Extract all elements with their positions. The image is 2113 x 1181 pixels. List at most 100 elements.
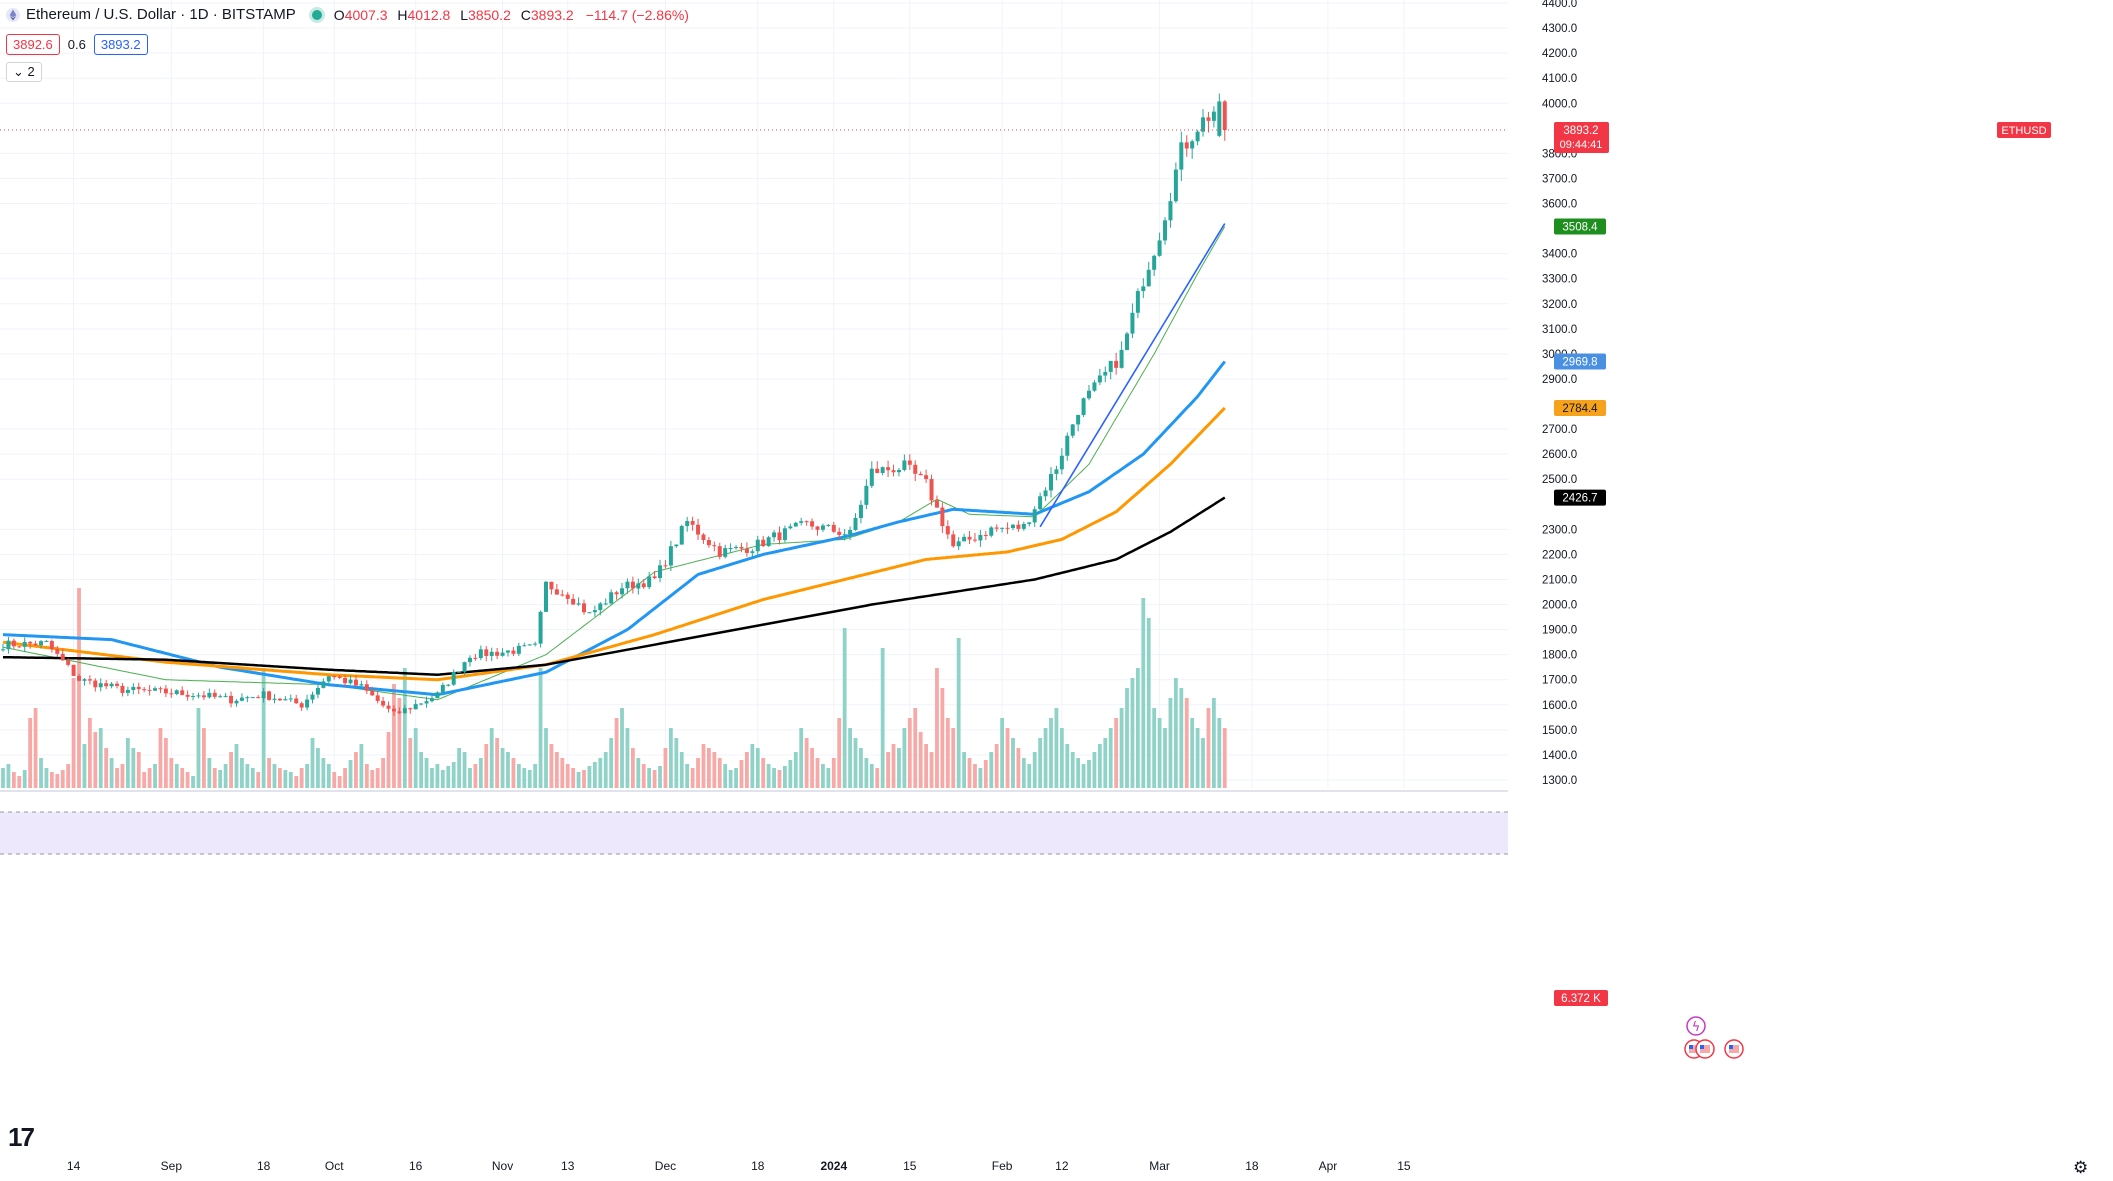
time-tick-label: Nov [492,1159,513,1173]
sell-button[interactable]: 3892.6 [6,34,60,55]
volume-bar [1211,698,1216,788]
volume-bar [783,766,787,788]
candle-body [538,611,543,644]
candle-body [962,536,967,542]
candle-body [1065,435,1070,456]
time-tick-label: Sep [161,1159,183,1173]
candle-body [1184,142,1189,149]
candle-body [880,467,885,473]
volume-bar [207,758,212,788]
candle-body [332,676,337,678]
price-tick-label: 2900.0 [1542,374,1577,386]
candle-body [560,594,565,596]
candle-body [907,460,912,465]
candle-body [940,507,945,527]
candle-body [1070,424,1075,436]
time-tick-label: 13 [561,1159,575,1173]
time-tick-label: 14 [67,1159,81,1173]
candle-body [967,536,972,540]
volume-bar [1103,738,1108,788]
volume-bar [1168,698,1173,788]
price-tick-label: 3600.0 [1542,199,1577,211]
volume-bar [1222,728,1227,788]
volume-bar [761,758,766,788]
volume-bar [1054,708,1059,788]
volume-bar [533,764,538,788]
candle-body [690,521,695,525]
volume-bar [598,758,603,788]
indicators-collapse-button[interactable]: ⌄ 2 [6,62,42,82]
candle-body [1027,522,1032,524]
settings-gear-icon[interactable]: ⚙ [2073,1158,2089,1177]
volume-bar [560,758,565,788]
candle-body [875,468,880,473]
price-axis[interactable]: 4400.04300.04200.04100.04000.03800.03700… [1508,0,2113,1181]
candle-body [467,657,472,663]
volume-bar [793,752,798,788]
volume-bar [1027,764,1032,788]
volume-bar [701,744,706,788]
candle-body [533,643,538,645]
volume-bar [1195,728,1200,788]
tradingview-logo-icon[interactable]: 17 [8,1122,35,1152]
time-tick-label: Oct [325,1159,344,1173]
time-axis[interactable]: 14 Sep 18 Oct 16 Nov 13 Dec 18 2024 15 Feb 12 Mar 18 Ap… [0,1158,1508,1181]
us-economic-event-icon[interactable] [1724,1039,1744,1059]
volume-bar [125,738,130,788]
time-tick-label: 15 [903,1159,917,1173]
indicator-lines [2,223,1226,701]
volume-bar [484,744,489,788]
candle-body [397,711,402,714]
volume-bar [625,728,630,788]
volume-bar [299,768,304,788]
candle-body [1222,101,1227,131]
candle-body [886,467,891,471]
flag-stripes [1689,1045,1699,1053]
volume-bar [202,728,206,788]
candle-body [136,686,141,690]
buy-button[interactable]: 3893.2 [93,34,148,55]
candle-body [777,532,782,541]
volume-bar [430,768,434,788]
volume-bar [1,768,5,788]
candle-body [185,694,190,697]
volume-bar [234,744,239,788]
volume-bar [967,758,972,788]
lightning-split-icon[interactable]: ϟ [1686,1016,1706,1036]
candle-body [668,546,673,566]
volume-bar [544,728,548,788]
volume-bar [288,772,293,788]
candle-body [60,653,65,661]
candle-body [218,696,223,698]
event-icons[interactable]: ϟ [1684,1016,1744,1059]
volume-bar [28,718,33,788]
symbol-title[interactable]: Ethereum / U.S. Dollar · 1D · BITSTAMP [26,6,296,23]
volume-bar [1065,744,1070,788]
candle-body [288,698,293,700]
volume-bar [609,738,614,788]
candle-body [793,522,798,527]
candle-body [174,690,179,695]
volume-bar [945,718,950,788]
candle-body [929,479,934,501]
candle-body [375,695,380,701]
market-open-status-icon[interactable] [311,9,322,20]
candle-body [896,469,901,473]
volume-bar [473,764,478,788]
candle-body [435,692,440,699]
candle-body [337,676,342,678]
price-tick-label: 3100.0 [1542,324,1577,336]
volume-bar [283,770,288,788]
us-economic-event-icon[interactable] [1695,1039,1715,1059]
candle-body [641,583,646,588]
candle-body [945,526,950,535]
candle-body [636,583,641,589]
volume-bar [1114,718,1119,788]
candle-body [978,534,983,541]
candle-body [1021,523,1026,529]
volume-bar [381,758,385,788]
candle-body [837,531,842,535]
candle-body [820,525,825,530]
volume-bar [527,770,532,788]
